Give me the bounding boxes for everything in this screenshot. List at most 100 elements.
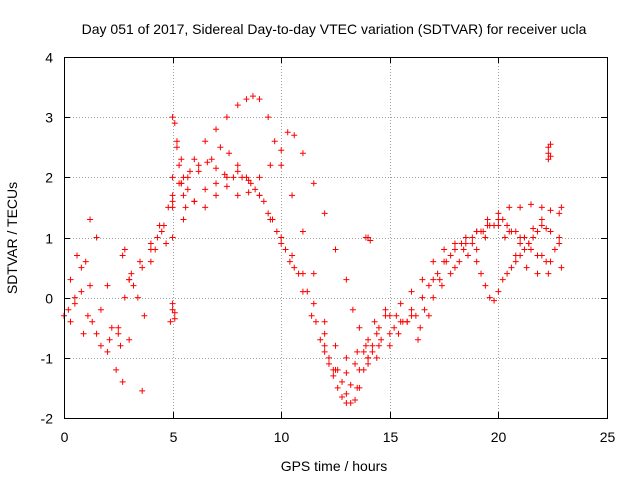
data-point (93, 234, 100, 241)
data-point (373, 354, 380, 361)
data-point (556, 210, 563, 217)
data-point (310, 270, 317, 277)
data-point (230, 174, 237, 181)
data-point (223, 183, 230, 190)
data-point (147, 258, 154, 265)
data-point (87, 282, 94, 289)
data-point (382, 306, 389, 313)
data-point (282, 246, 289, 253)
data-point (412, 312, 419, 319)
data-point (213, 165, 220, 172)
series-track-c (78, 159, 563, 376)
data-point (286, 258, 293, 265)
data-point (267, 162, 274, 169)
data-point (343, 354, 350, 361)
data-point (269, 216, 276, 223)
data-point (171, 309, 178, 316)
data-point (339, 378, 346, 385)
data-point (108, 324, 115, 331)
data-point (191, 198, 198, 205)
data-point (525, 240, 532, 247)
data-point (501, 234, 508, 241)
data-point (321, 330, 328, 337)
data-point (365, 336, 372, 343)
data-point (115, 330, 122, 337)
data-point (178, 180, 185, 187)
data-point (167, 318, 174, 325)
data-point (386, 330, 393, 337)
data-point (202, 186, 209, 193)
data-point (67, 276, 74, 283)
data-point (508, 264, 515, 271)
data-point (139, 264, 146, 271)
data-point (451, 246, 458, 253)
data-point (462, 234, 469, 241)
data-point (545, 270, 552, 277)
data-point (521, 234, 528, 241)
data-point (386, 342, 393, 349)
x-tick-label: 25 (600, 429, 616, 445)
data-point (332, 246, 339, 253)
data-point (65, 306, 72, 313)
data-point (278, 240, 285, 247)
data-point (425, 282, 432, 289)
data-point (223, 174, 230, 181)
data-point (312, 318, 319, 325)
data-point (289, 192, 296, 199)
data-point (447, 252, 454, 259)
data-point (217, 144, 224, 151)
axis-ticks: -2 -1 0 1 2 3 4 0 5 10 15 20 25 (41, 50, 616, 446)
data-point (137, 258, 144, 265)
data-point (478, 228, 485, 235)
data-point (169, 234, 176, 241)
data-point (226, 150, 233, 157)
data-point (104, 282, 111, 289)
data-point (74, 252, 81, 259)
data-point (169, 204, 176, 211)
data-point (354, 348, 361, 355)
y-tick-label: 1 (45, 231, 53, 247)
data-point (527, 201, 534, 208)
data-point (243, 96, 250, 103)
data-point (443, 258, 450, 265)
data-point (438, 282, 445, 289)
data-point (163, 240, 170, 247)
data-point (208, 156, 215, 163)
data-point (347, 381, 354, 388)
chart-title: Day 051 of 2017, Sidereal Day-to-day VTE… (82, 21, 587, 37)
data-point (152, 246, 159, 253)
data-point (260, 198, 267, 205)
data-point (408, 288, 415, 295)
data-point (547, 228, 554, 235)
data-point (495, 210, 502, 217)
data-point (249, 93, 256, 100)
data-point (534, 228, 541, 235)
data-point (169, 174, 176, 181)
data-point (71, 294, 78, 301)
data-point (84, 312, 91, 319)
data-point (399, 318, 406, 325)
data-point (223, 114, 230, 121)
x-tick-label: 0 (61, 429, 69, 445)
data-point (419, 294, 426, 301)
data-point (304, 288, 311, 295)
y-axis-label: SDTVAR / TECUs (4, 182, 20, 294)
data-point (204, 159, 211, 166)
data-point (126, 276, 133, 283)
data-point (80, 330, 87, 337)
data-point (213, 126, 220, 133)
data-point (295, 270, 302, 277)
data-point (271, 138, 278, 145)
data-point (321, 342, 328, 349)
data-point (291, 264, 298, 271)
data-point (360, 366, 367, 373)
data-point (430, 258, 437, 265)
data-point (430, 276, 437, 283)
data-point (393, 312, 400, 319)
x-tick-label: 20 (491, 429, 507, 445)
data-point (356, 324, 363, 331)
data-point (247, 180, 254, 187)
data-point (128, 270, 135, 277)
data-point (495, 216, 502, 223)
data-point (332, 342, 339, 349)
